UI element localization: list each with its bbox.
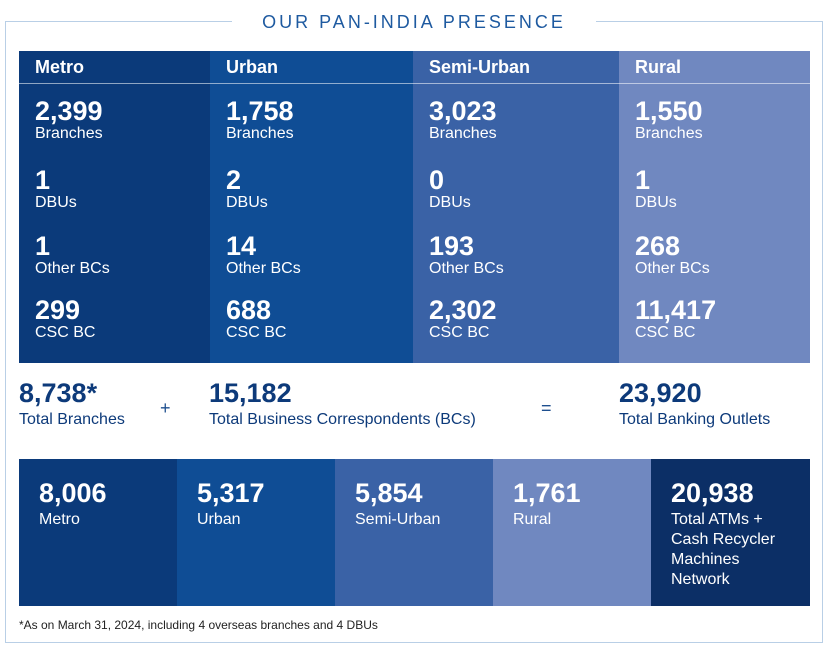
stat-label: Branches xyxy=(429,125,497,142)
stat-value: 193 xyxy=(429,231,475,261)
atm-urban-value: 5,317 xyxy=(197,478,265,508)
column-semi-urban: Semi-Urban 3,023 Branches 0 DBUs 193 Oth… xyxy=(413,51,619,363)
stat-urban-branches: 1,758 Branches xyxy=(226,97,294,143)
stat-metro-other-bcs: 1 Other BCs xyxy=(35,232,110,278)
stat-rural-dbus: 1 DBUs xyxy=(635,166,677,212)
column-header-semi-urban: Semi-Urban xyxy=(413,51,619,84)
column-urban: Urban 1,758 Branches 2 DBUs 14 Other BCs… xyxy=(210,51,413,363)
stat-semi-urban-other-bcs: 193 Other BCs xyxy=(429,232,504,278)
stat-value: 1 xyxy=(35,165,51,195)
atm-total-value: 20,938 xyxy=(671,478,754,508)
plus-sign: + xyxy=(160,398,171,418)
stat-value: 2,302 xyxy=(429,295,497,325)
stat-label: Branches xyxy=(635,125,703,142)
stat-label: Other BCs xyxy=(226,260,301,277)
title-wrap: OUR PAN-INDIA PRESENCE xyxy=(232,8,596,36)
total-bcs: 15,182 Total Business Correspondents (BC… xyxy=(209,378,476,430)
column-header-urban: Urban xyxy=(210,51,413,84)
stat-rural-other-bcs: 268 Other BCs xyxy=(635,232,710,278)
stat-value: 299 xyxy=(35,295,81,325)
stat-urban-dbus: 2 DBUs xyxy=(226,166,268,212)
stat-value: 0 xyxy=(429,165,445,195)
stat-value: 3,023 xyxy=(429,96,497,126)
totals-row: 8,738* Total Branches + 15,182 Total Bus… xyxy=(0,378,828,438)
atm-urban-label: Urban xyxy=(197,511,241,528)
total-bcs-value: 15,182 xyxy=(209,378,292,408)
atm-rural: 1,761 Rural xyxy=(493,459,651,606)
presence-grid: Metro 2,399 Branches 1 DBUs 1 Other BCs … xyxy=(19,51,810,363)
stat-label: DBUs xyxy=(429,194,471,211)
stat-metro-csc-bc: 299 CSC BC xyxy=(35,296,95,342)
stat-semi-urban-csc-bc: 2,302 CSC BC xyxy=(429,296,497,342)
stat-label: CSC BC xyxy=(635,324,696,341)
stat-label: CSC BC xyxy=(429,324,490,341)
atm-urban: 5,317 Urban xyxy=(177,459,335,606)
stat-rural-csc-bc: 11,417 CSC BC xyxy=(635,296,716,342)
stat-value: 2,399 xyxy=(35,96,103,126)
stat-value: 268 xyxy=(635,231,681,261)
column-metro: Metro 2,399 Branches 1 DBUs 1 Other BCs … xyxy=(19,51,210,363)
total-bcs-label: Total Business Correspondents (BCs) xyxy=(209,411,476,428)
stat-label: DBUs xyxy=(635,194,677,211)
total-outlets-label: Total Banking Outlets xyxy=(619,411,771,428)
total-outlets-value: 23,920 xyxy=(619,378,702,408)
stat-value: 688 xyxy=(226,295,272,325)
column-rural: Rural 1,550 Branches 1 DBUs 268 Other BC… xyxy=(619,51,810,363)
atm-semi-urban-label: Semi-Urban xyxy=(355,511,441,528)
stat-label: Other BCs xyxy=(635,260,710,277)
atm-rural-value: 1,761 xyxy=(513,478,581,508)
total-branches: 8,738* Total Branches xyxy=(19,378,125,430)
atm-metro-value: 8,006 xyxy=(39,478,107,508)
total-branches-value: 8,738* xyxy=(19,378,98,408)
atm-row: 8,006 Metro 5,317 Urban 5,854 Semi-Urban… xyxy=(19,459,810,606)
atm-total-label: Total ATMs + Cash Recycler Machines Netw… xyxy=(671,511,776,588)
stat-metro-branches: 2,399 Branches xyxy=(35,97,103,143)
atm-semi-urban: 5,854 Semi-Urban xyxy=(335,459,493,606)
stat-label: CSC BC xyxy=(226,324,287,341)
stat-label: Other BCs xyxy=(429,260,504,277)
atm-metro: 8,006 Metro xyxy=(19,459,177,606)
stat-urban-csc-bc: 688 CSC BC xyxy=(226,296,286,342)
stat-value: 1,758 xyxy=(226,96,294,126)
footnote: *As on March 31, 2024, including 4 overs… xyxy=(19,618,378,632)
atm-metro-label: Metro xyxy=(39,511,80,528)
stat-rural-branches: 1,550 Branches xyxy=(635,97,703,143)
stat-semi-urban-dbus: 0 DBUs xyxy=(429,166,471,212)
stat-label: DBUs xyxy=(35,194,77,211)
stat-label: DBUs xyxy=(226,194,268,211)
stat-label: CSC BC xyxy=(35,324,96,341)
stat-value: 14 xyxy=(226,231,257,261)
column-header-rural: Rural xyxy=(619,51,810,84)
atm-rural-label: Rural xyxy=(513,511,552,528)
equals-sign: = xyxy=(541,398,552,418)
stat-value: 1 xyxy=(635,165,651,195)
stat-metro-dbus: 1 DBUs xyxy=(35,166,77,212)
stat-value: 1,550 xyxy=(635,96,703,126)
stat-urban-other-bcs: 14 Other BCs xyxy=(226,232,301,278)
page-title: OUR PAN-INDIA PRESENCE xyxy=(262,11,566,32)
stat-label: Branches xyxy=(226,125,294,142)
stat-value: 11,417 xyxy=(635,295,717,325)
stat-value: 2 xyxy=(226,165,242,195)
total-outlets: 23,920 Total Banking Outlets xyxy=(619,378,770,430)
stat-label: Branches xyxy=(35,125,103,142)
total-branches-label: Total Branches xyxy=(19,411,125,428)
atm-total: 20,938 Total ATMs + Cash Recycler Machin… xyxy=(651,459,810,606)
stat-label: Other BCs xyxy=(35,260,110,277)
atm-semi-urban-value: 5,854 xyxy=(355,478,423,508)
stat-value: 1 xyxy=(35,231,51,261)
column-header-metro: Metro xyxy=(19,51,210,84)
stat-semi-urban-branches: 3,023 Branches xyxy=(429,97,497,143)
